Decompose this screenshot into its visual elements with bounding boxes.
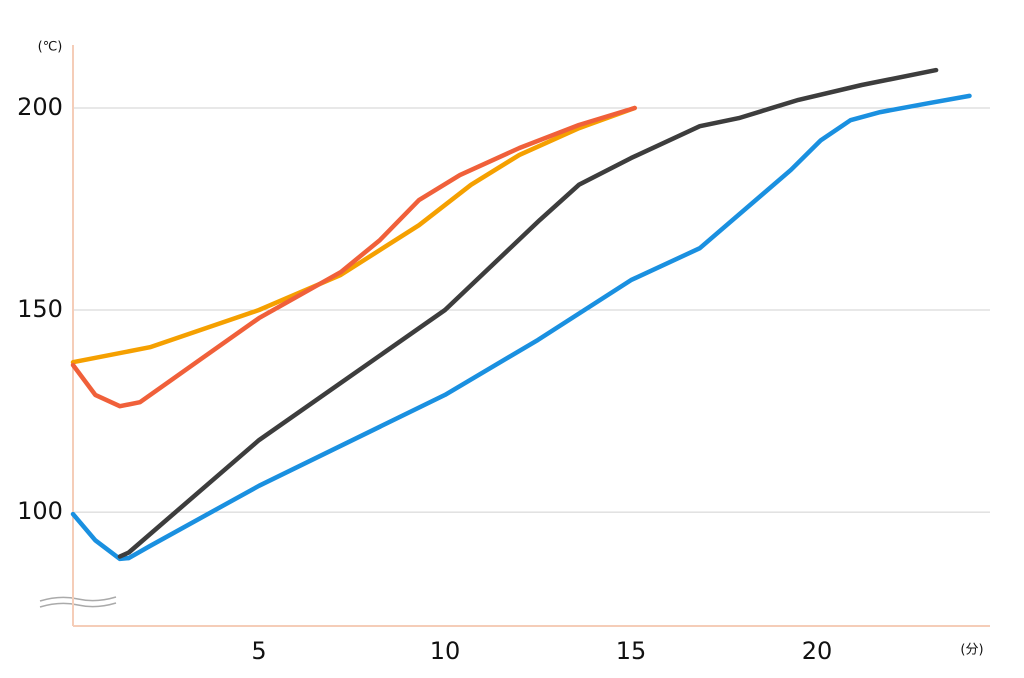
x-tick-label: 20 xyxy=(802,637,833,665)
y-tick-label: 150 xyxy=(17,295,63,323)
axis-break xyxy=(39,596,117,608)
line-series xyxy=(70,93,972,562)
line-series xyxy=(117,67,939,559)
y-tick-label: 100 xyxy=(17,497,63,525)
x-tick-label: 5 xyxy=(251,637,266,665)
line-series xyxy=(70,105,637,409)
y-tick-label: 200 xyxy=(17,93,63,121)
x-unit: (分) xyxy=(960,643,983,658)
x-tick-label: 10 xyxy=(430,637,461,665)
line-series xyxy=(70,105,637,365)
x-tick-label: 15 xyxy=(616,637,647,665)
y-unit: (℃) xyxy=(38,40,63,55)
